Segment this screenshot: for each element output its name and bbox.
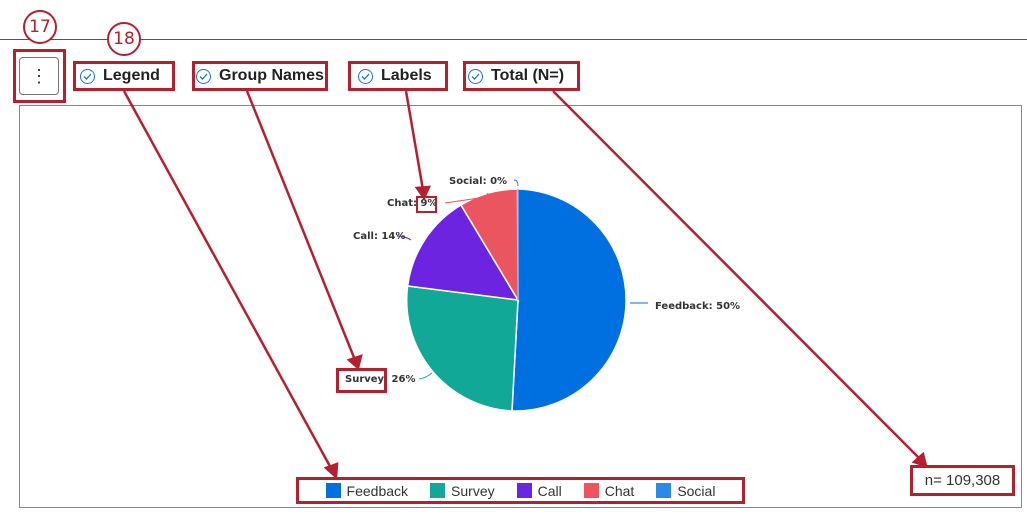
labels-toggle-label: Labels — [381, 67, 432, 84]
highlight-group-name — [336, 368, 387, 393]
group-names-toggle[interactable]: Group Names — [196, 67, 324, 85]
legend-label: Feedback — [346, 482, 409, 499]
legend-toggle-label: Legend — [103, 67, 160, 84]
legend-item-survey[interactable]: Survey — [430, 483, 495, 499]
chart-container — [19, 105, 1022, 508]
label-feedback: Feedback: 50% — [655, 301, 741, 312]
labels-toggle[interactable]: Labels — [358, 67, 432, 85]
callout-17: 17 — [23, 10, 57, 44]
total-count: n= 109,308 — [924, 472, 1001, 489]
label-social: Social: 0% — [449, 176, 508, 187]
legend-swatch-icon — [656, 483, 672, 498]
label-survey-value: 26% — [388, 374, 416, 385]
group-names-toggle-label: Group Names — [219, 67, 324, 84]
label-chat-value: 9% — [420, 198, 438, 209]
chart-options-menu-button[interactable]: ⋮ — [19, 57, 59, 95]
legend-label: Chat — [604, 482, 635, 499]
highlight-legend — [73, 61, 175, 91]
total-toggle[interactable]: Total (N=) — [468, 67, 564, 85]
check-circle-icon — [468, 68, 483, 84]
highlight-label-value — [416, 196, 437, 213]
legend-swatch-icon — [583, 483, 599, 498]
chart-legend: Feedback Survey Call Chat Social — [297, 477, 744, 504]
callout-18: 18 — [107, 22, 141, 56]
legend-label: Survey — [451, 482, 495, 499]
highlight-menu — [13, 49, 66, 103]
highlight-labels — [348, 61, 448, 91]
highlight-group-names — [192, 61, 328, 91]
label-chat: Chat: 9% — [387, 198, 437, 209]
highlight-total — [463, 61, 580, 91]
legend-swatch-icon — [430, 483, 446, 498]
label-survey-name: Survey: — [345, 374, 389, 385]
check-circle-icon — [196, 68, 211, 84]
check-circle-icon — [80, 68, 95, 84]
total-toggle-label: Total (N=) — [491, 67, 565, 84]
legend-item-feedback[interactable]: Feedback — [325, 482, 409, 499]
label-survey: Survey: 26% — [345, 374, 416, 385]
top-divider — [0, 39, 1027, 40]
legend-swatch-icon — [516, 483, 532, 498]
legend-swatch-icon — [325, 483, 341, 498]
label-chat-name: Chat: — [387, 198, 421, 209]
legend-item-social[interactable]: Social — [656, 483, 715, 499]
legend-toggle[interactable]: Legend — [80, 67, 160, 85]
legend-label: Social — [677, 482, 716, 499]
legend-item-call[interactable]: Call — [516, 482, 562, 499]
check-circle-icon — [358, 68, 373, 84]
kebab-menu-icon: ⋮ — [30, 65, 48, 86]
legend-label: Call — [537, 482, 562, 499]
highlight-legend-area — [296, 477, 745, 504]
legend-item-chat[interactable]: Chat — [583, 482, 635, 499]
highlight-total-count — [910, 465, 1015, 496]
label-call: Call: 14% — [353, 231, 406, 242]
